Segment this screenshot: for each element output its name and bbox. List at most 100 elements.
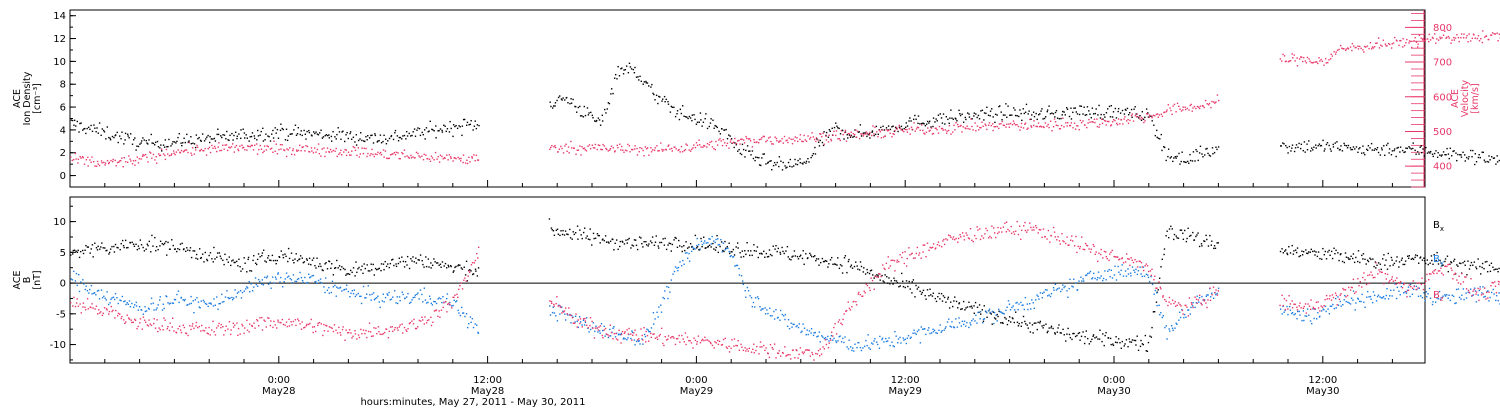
velocity-point <box>434 151 437 154</box>
density-point <box>267 135 269 137</box>
velocity-point <box>401 152 403 154</box>
density-point <box>413 128 416 130</box>
bx-point <box>657 245 659 247</box>
bx-point <box>1205 234 1207 237</box>
velocity-point <box>594 143 597 146</box>
velocity-point <box>1362 49 1364 51</box>
bx-point <box>1352 253 1355 255</box>
bx-point <box>411 260 413 262</box>
density-point <box>1410 148 1412 150</box>
velocity-point <box>403 149 406 151</box>
bx-point <box>742 255 745 258</box>
density-point <box>461 134 463 137</box>
velocity-point <box>924 133 926 135</box>
density-point <box>694 118 696 121</box>
density-point <box>587 114 590 116</box>
bx-point <box>270 259 272 262</box>
velocity-point <box>144 153 147 156</box>
velocity-point <box>553 146 555 148</box>
velocity-point <box>1078 129 1080 131</box>
velocity-point <box>866 132 869 134</box>
density-point <box>588 112 590 114</box>
density-point <box>999 105 1001 107</box>
bx-point <box>911 281 913 283</box>
density-point <box>276 128 279 131</box>
velocity-point <box>369 154 371 157</box>
density-point <box>723 129 726 131</box>
velocity-point <box>352 146 355 148</box>
bx-point <box>1146 350 1149 352</box>
bx-point <box>145 248 147 250</box>
bx-point <box>178 248 181 251</box>
velocity-point <box>246 149 248 151</box>
bx-point <box>1076 334 1078 337</box>
density-point <box>778 156 781 158</box>
density-point <box>691 114 694 116</box>
bx-point <box>881 274 883 277</box>
velocity-point <box>610 145 613 147</box>
density-point <box>1121 109 1124 112</box>
bx-point <box>866 271 869 274</box>
velocity-point <box>429 160 432 163</box>
velocity-point <box>1042 126 1045 128</box>
by-point <box>254 277 257 279</box>
bx-point <box>641 242 643 245</box>
bx-point <box>902 280 904 283</box>
velocity-point <box>825 139 828 141</box>
bx-point <box>284 253 286 255</box>
density-point <box>157 146 160 148</box>
bx-point <box>932 292 935 294</box>
density-point <box>1303 141 1306 143</box>
velocity-point <box>1036 125 1038 128</box>
velocity-point <box>601 148 603 151</box>
velocity-point <box>345 154 348 157</box>
velocity-point <box>899 127 901 130</box>
density-point <box>630 68 633 70</box>
bx-point <box>1180 229 1183 231</box>
velocity-rtick-label: 700 <box>1433 58 1452 69</box>
density-point <box>645 82 647 84</box>
density-point <box>287 135 290 137</box>
density-point <box>1396 147 1398 149</box>
velocity-point <box>1192 107 1194 109</box>
velocity-rtick-label: 500 <box>1433 127 1452 138</box>
bx-point <box>1152 311 1155 313</box>
bx-point <box>99 248 101 250</box>
velocity-point <box>302 146 304 148</box>
density-point <box>985 112 987 115</box>
bx-point <box>930 294 932 296</box>
velocity-point <box>1478 40 1481 42</box>
bx-point <box>886 282 889 284</box>
bx-point <box>978 304 981 306</box>
density-point <box>557 96 560 99</box>
bx-point <box>1331 257 1334 260</box>
bx-point <box>1389 265 1391 267</box>
density-point <box>586 107 589 109</box>
bx-point <box>1120 347 1123 350</box>
bx-point <box>282 254 284 256</box>
velocity-point <box>292 149 294 152</box>
bx-point <box>604 235 607 237</box>
bx-point <box>700 237 702 240</box>
density-point <box>646 82 649 84</box>
density-point <box>887 125 890 127</box>
velocity-point <box>1063 126 1065 128</box>
bx-point <box>295 253 297 255</box>
bx-point <box>70 254 72 256</box>
density-point <box>1488 155 1490 157</box>
density-point <box>201 133 204 135</box>
density-point <box>932 125 934 128</box>
velocity-point <box>1420 37 1422 39</box>
by-point <box>331 280 334 283</box>
bx-point <box>678 239 680 242</box>
velocity-point <box>81 156 84 158</box>
bx-point <box>352 267 355 269</box>
bx-point <box>572 231 574 233</box>
velocity-point <box>822 132 824 135</box>
density-point <box>394 132 396 134</box>
density-point <box>721 128 723 130</box>
by-point <box>581 324 583 326</box>
velocity-point <box>562 152 565 154</box>
bx-point <box>1185 240 1188 243</box>
